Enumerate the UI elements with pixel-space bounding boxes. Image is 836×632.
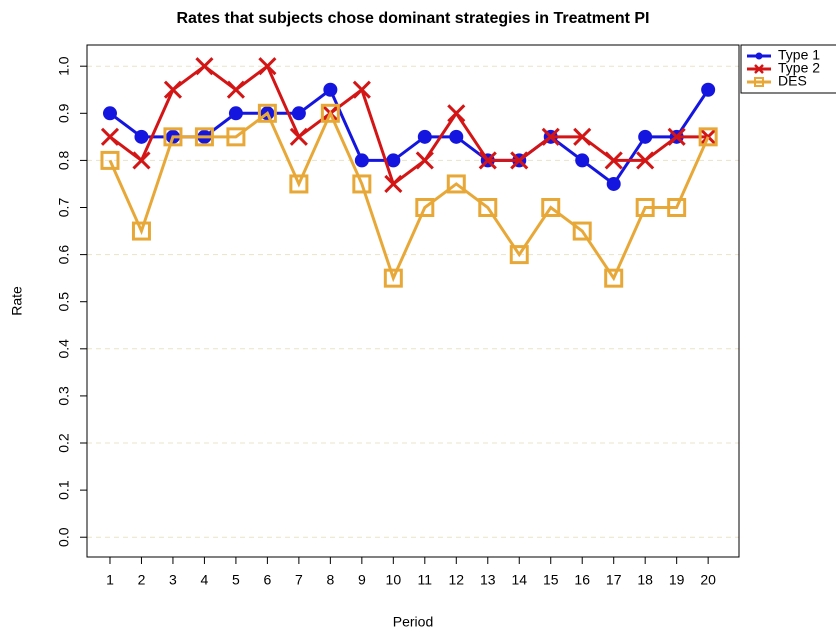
point [352, 174, 372, 194]
point [638, 129, 653, 144]
x-tick-label: 17 [606, 572, 622, 588]
point [386, 153, 401, 168]
point [417, 129, 432, 144]
x-tick-label: 19 [669, 572, 685, 588]
x-tick-label: 8 [326, 572, 334, 588]
x-tick-label: 12 [448, 572, 464, 588]
y-tick-label: 0.2 [56, 433, 72, 453]
point [541, 127, 560, 146]
x-tick-label: 14 [511, 572, 527, 588]
point [635, 198, 655, 218]
point [323, 82, 338, 97]
point [194, 127, 214, 147]
legend-marker [754, 64, 764, 74]
point [604, 151, 623, 170]
y-tick-label: 0.5 [56, 292, 72, 312]
point [354, 153, 369, 168]
point [320, 103, 340, 123]
point [509, 245, 529, 265]
y-tick-label: 0.3 [56, 386, 72, 406]
point [604, 268, 624, 288]
point [257, 103, 277, 123]
point [667, 127, 686, 146]
point [415, 151, 434, 170]
point [541, 198, 561, 218]
point [100, 150, 120, 170]
x-tick-label: 18 [637, 572, 653, 588]
y-tick-label: 0.7 [56, 198, 72, 218]
x-tick-label: 10 [386, 572, 402, 588]
point [384, 174, 403, 194]
x-tick-label: 11 [418, 572, 433, 588]
legend-marker [754, 77, 764, 87]
point [226, 127, 246, 147]
y-tick-label: 0.4 [56, 339, 72, 359]
point [446, 174, 466, 194]
x-tick-label: 13 [480, 572, 496, 588]
x-tick-label: 20 [700, 572, 716, 588]
plot-frame [86, 44, 740, 558]
point [100, 127, 120, 146]
point [572, 221, 592, 241]
x-axis-label: Period [393, 614, 433, 630]
x-tick-label: 9 [358, 572, 366, 588]
y-axis-label: Rate [9, 286, 25, 316]
point [132, 151, 151, 170]
legend-marker [755, 52, 763, 60]
y-tick-label: 0.9 [56, 103, 72, 123]
x-tick-label: 2 [138, 572, 146, 588]
series-line [108, 109, 710, 283]
x-tick-label: 7 [295, 572, 303, 588]
x-tick-label: 16 [574, 572, 590, 588]
point [352, 80, 371, 99]
point [291, 106, 306, 121]
y-tick-label: 0.6 [56, 245, 72, 265]
point [163, 80, 183, 99]
point [701, 82, 716, 97]
x-tick-label: 4 [201, 572, 209, 588]
point [289, 174, 309, 194]
point [573, 127, 592, 146]
x-tick-label: 6 [263, 572, 271, 588]
point [383, 268, 403, 288]
legend-label: Type 1 [778, 47, 820, 63]
point [606, 176, 621, 191]
point [478, 198, 498, 218]
point [415, 198, 435, 218]
x-tick-label: 1 [106, 572, 114, 588]
legend-label: DES [778, 73, 807, 89]
chart-title: Rates that subjects chose dominant strat… [176, 10, 649, 27]
point [289, 127, 308, 146]
point [575, 153, 590, 168]
point [226, 80, 245, 99]
y-tick-label: 0.1 [56, 480, 72, 500]
point [478, 151, 497, 170]
point [449, 129, 464, 144]
x-tick-label: 5 [232, 572, 240, 588]
x-tick-label: 3 [169, 572, 177, 588]
y-tick-label: 0.0 [56, 527, 72, 547]
legend-label: Type 2 [778, 60, 820, 76]
point [667, 198, 687, 218]
y-tick-label: 0.8 [56, 150, 72, 170]
point [510, 151, 529, 170]
point [131, 221, 151, 241]
point [636, 151, 655, 170]
y-tick-label: 1.0 [56, 56, 72, 76]
point [228, 106, 243, 121]
point [134, 129, 149, 144]
point [447, 104, 466, 123]
point [258, 57, 277, 76]
point [102, 106, 117, 121]
x-tick-label: 15 [543, 572, 559, 588]
point [163, 127, 183, 147]
point [698, 127, 718, 147]
point [195, 57, 214, 76]
